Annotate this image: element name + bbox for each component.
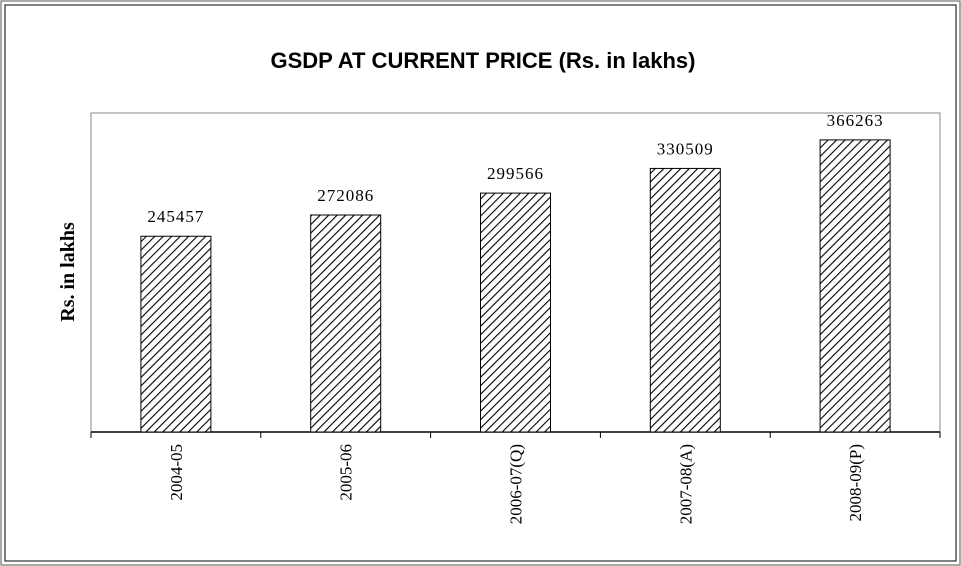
y-axis-label: Rs. in lakhs xyxy=(57,222,79,322)
x-tick-label: 2004-05 xyxy=(167,444,186,501)
chart-title: GSDP AT CURRENT PRICE (Rs. in lakhs) xyxy=(271,48,696,73)
bar xyxy=(819,139,891,433)
bar xyxy=(480,192,551,433)
value-label: 330509 xyxy=(657,139,714,158)
value-label: 366263 xyxy=(827,111,884,130)
x-tick-label: 2007-08(A) xyxy=(676,444,695,524)
value-label: 272086 xyxy=(317,186,374,205)
bar xyxy=(649,167,721,433)
x-tick-label: 2008-09(P) xyxy=(846,444,865,521)
bar xyxy=(310,214,382,433)
value-label: 299566 xyxy=(487,164,544,183)
inner-frame xyxy=(4,4,957,562)
bar xyxy=(140,235,212,433)
value-label: 245457 xyxy=(147,207,204,226)
x-tick-label: 2006-07(Q) xyxy=(507,444,526,524)
x-tick-label: 2005-06 xyxy=(337,444,356,501)
